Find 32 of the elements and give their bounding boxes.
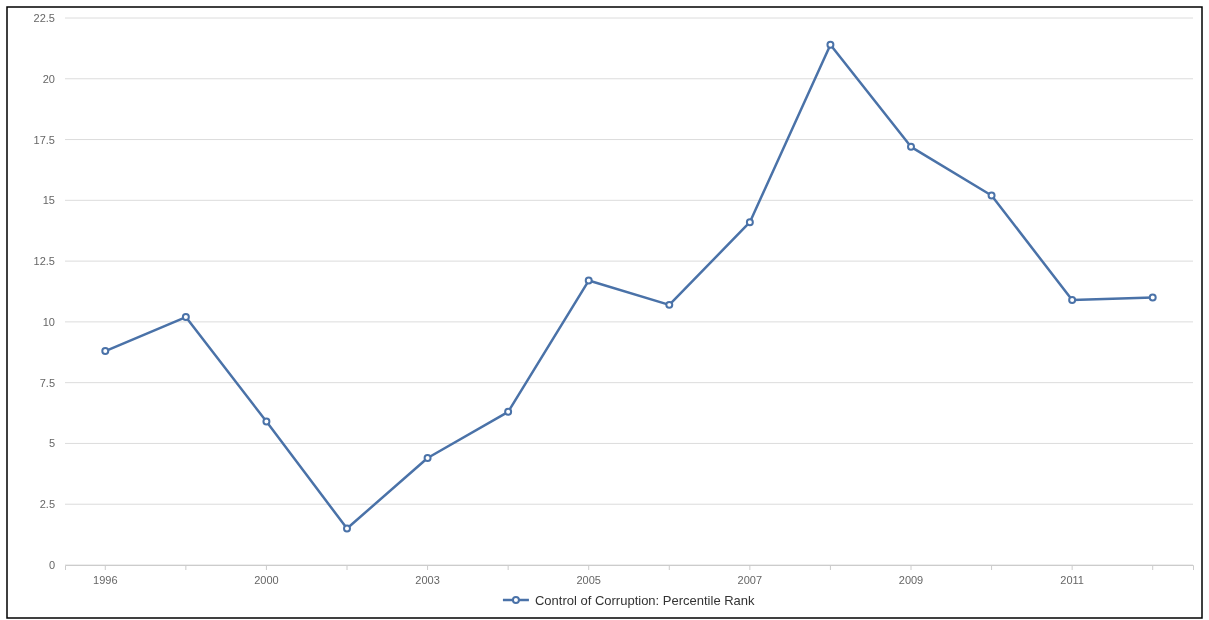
y-tick-label: 22.5 [33, 12, 55, 25]
point [504, 407, 513, 416]
point [987, 191, 996, 200]
x-tick-label: 2005 [576, 573, 601, 586]
point [665, 300, 674, 309]
point [423, 454, 432, 463]
point [907, 142, 915, 151]
y-tick-label: 5 [48, 437, 55, 450]
y-tick-label: 15 [42, 194, 55, 207]
x-tick-label: 1996 [93, 573, 118, 586]
y-tick-label: 0 [48, 559, 55, 572]
point [181, 313, 190, 322]
point [826, 40, 835, 49]
legend-label: Control of Corruption: Percentile Rank [534, 593, 756, 608]
point [1068, 296, 1077, 304]
x-tick-label: 2009 [898, 573, 924, 586]
point [745, 218, 754, 227]
y-tick-label: 17.5 [33, 133, 55, 146]
y-tick-label: 12.5 [33, 255, 55, 268]
point [584, 276, 593, 285]
y-tick-label: 10 [42, 315, 55, 328]
x-tick-label: 2000 [254, 573, 279, 586]
x-tick-label: 2011 [1060, 573, 1084, 586]
point [262, 417, 271, 426]
point [101, 347, 110, 356]
y-tick-label: 7.5 [39, 376, 55, 389]
y-tick-label: 20 [42, 72, 55, 85]
y-tick-label: 2.5 [39, 498, 55, 511]
x-tick-label: 2007 [737, 573, 763, 586]
point [1148, 293, 1157, 302]
x-tick-label: 2003 [415, 573, 440, 586]
point [343, 524, 351, 533]
